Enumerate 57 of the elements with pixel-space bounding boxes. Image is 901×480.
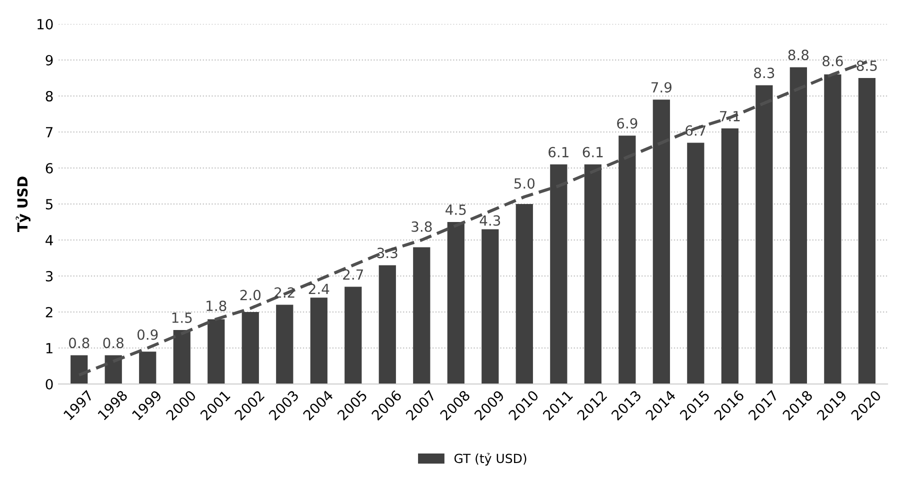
data-label: 0.8	[103, 338, 124, 348]
bar	[790, 67, 807, 384]
bar	[276, 304, 294, 384]
bar	[139, 352, 156, 384]
bar	[378, 265, 396, 384]
data-label: 7.9	[652, 82, 672, 93]
data-label: 3.8	[412, 221, 432, 232]
bar	[584, 164, 602, 384]
y-tick-label: 2	[46, 306, 52, 318]
data-label: 1.5	[172, 312, 192, 323]
bar	[413, 247, 430, 384]
bar	[756, 85, 773, 384]
y-tick-label: 3	[46, 270, 53, 282]
bar	[208, 319, 225, 384]
y-axis-title: Tỷ USD	[16, 176, 30, 232]
data-label: 4.5	[446, 204, 466, 215]
data-label: 8.6	[822, 56, 843, 66]
data-label: 8.3	[754, 68, 774, 78]
bar	[858, 78, 876, 384]
data-label: 8.5	[856, 60, 877, 71]
bar	[310, 298, 328, 384]
bar	[173, 330, 190, 384]
bar	[70, 355, 88, 384]
data-label: 2.4	[308, 284, 330, 294]
bar	[824, 74, 842, 384]
data-label: 4.3	[480, 215, 500, 226]
y-tick-label: 1	[46, 343, 52, 354]
y-tick-label: 4	[46, 235, 53, 246]
y-tick-label: 9	[46, 54, 53, 66]
bar	[618, 136, 636, 384]
data-label: 1.8	[206, 300, 226, 312]
y-tick-label: 7	[46, 127, 53, 138]
bar	[242, 312, 259, 384]
y-tick-label: 6	[46, 162, 53, 174]
data-label: 6.9	[617, 118, 638, 129]
data-label: 5.0	[514, 178, 535, 189]
data-label: 0.9	[137, 329, 158, 340]
y-tick-label: 5	[46, 199, 52, 210]
data-label: 8.8	[788, 50, 809, 60]
data-label: 6.1	[548, 146, 568, 158]
y-tick-label: 0	[46, 378, 53, 390]
legend-label: GT (tỷ USD)	[454, 452, 526, 466]
bar	[652, 100, 670, 384]
bar	[104, 355, 122, 384]
y-tick-label: 10	[38, 18, 53, 30]
bar	[721, 128, 738, 384]
bar	[687, 142, 704, 384]
bar	[447, 222, 464, 384]
data-label: 6.1	[582, 146, 603, 158]
bar	[344, 286, 362, 384]
bar	[550, 164, 568, 384]
bar	[482, 229, 499, 384]
data-label: 0.8	[68, 338, 90, 348]
y-tick-label: 8	[46, 90, 53, 102]
data-label: 2.7	[343, 269, 363, 280]
bar	[516, 204, 533, 384]
data-label: 2.0	[240, 290, 261, 300]
